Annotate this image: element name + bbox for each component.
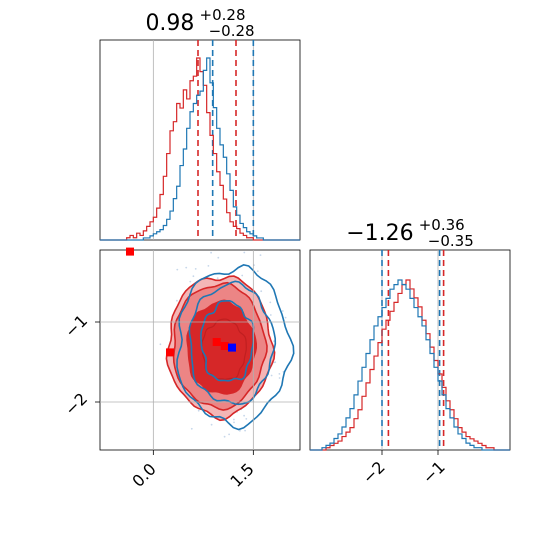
sample-point [159,343,162,346]
marker-blue [228,343,236,352]
marginal-histogram-param1 [99,39,301,241]
x2-tick-label: −1 [419,457,449,487]
x-tick-labels: 0.0 1.5 [128,459,257,490]
axes-frame [99,39,301,241]
sample-point [233,421,235,424]
sample-point [284,316,287,319]
x-tick-label: 1.5 [226,459,257,490]
sample-point [176,299,178,302]
histogram-blue [100,57,300,241]
sample-point [269,301,272,304]
joint-contour-panel [99,247,301,451]
sample-point [194,268,197,270]
sample-point [281,310,284,312]
x2-tick-labels: −2 −1 [359,457,449,487]
sample-point [233,418,235,421]
sample-point [210,251,213,254]
histogram-red [100,57,300,241]
sample-point [259,254,262,256]
sample-point [207,265,210,267]
sample-point [244,429,247,432]
y-tick-labels: −1 −2 [61,311,91,419]
x-tick-label: 0.0 [128,459,159,490]
sample-point [216,277,219,279]
sample-point [269,314,272,316]
contour-blue-outer [176,264,295,431]
marginal-histogram-param2 [309,249,511,451]
sample-point [190,427,193,430]
grid-lines [100,250,300,450]
sample-point [241,274,244,277]
marker-red [166,348,174,357]
sample-point [189,280,192,283]
sample-point [217,256,220,259]
x2-tick-label: −2 [359,457,389,487]
truth-markers [126,247,236,357]
sample-point [274,361,277,364]
sample-point [278,373,281,375]
sample-point [185,266,188,269]
sample-point [223,435,226,438]
marker-red [212,338,221,346]
sample-point [239,429,241,432]
sample-point [243,414,246,417]
sample-point [260,290,263,293]
sample-point [245,418,248,420]
sample-point [256,270,259,272]
sample-point [176,268,179,271]
quantile-lines [197,40,255,240]
marker-red [126,247,134,256]
sample-point [192,275,195,278]
sample-point [210,423,213,426]
y-tick-label: −1 [61,311,91,341]
sample-point [270,374,273,377]
histogram-red [310,279,510,451]
histogram-blue [310,279,510,451]
sample-point [228,433,231,436]
marker-red [220,342,229,350]
sample-point [278,377,281,379]
sample-point [243,251,246,254]
title-param2: −1.26 +0.36 −0.35 [346,215,474,250]
y-tick-label: −2 [61,389,91,419]
quantile-lines [381,250,445,450]
title-param1: 0.98 +0.28 −0.28 [145,5,254,40]
contour-blue-inner [200,300,255,382]
sample-point [197,409,200,412]
